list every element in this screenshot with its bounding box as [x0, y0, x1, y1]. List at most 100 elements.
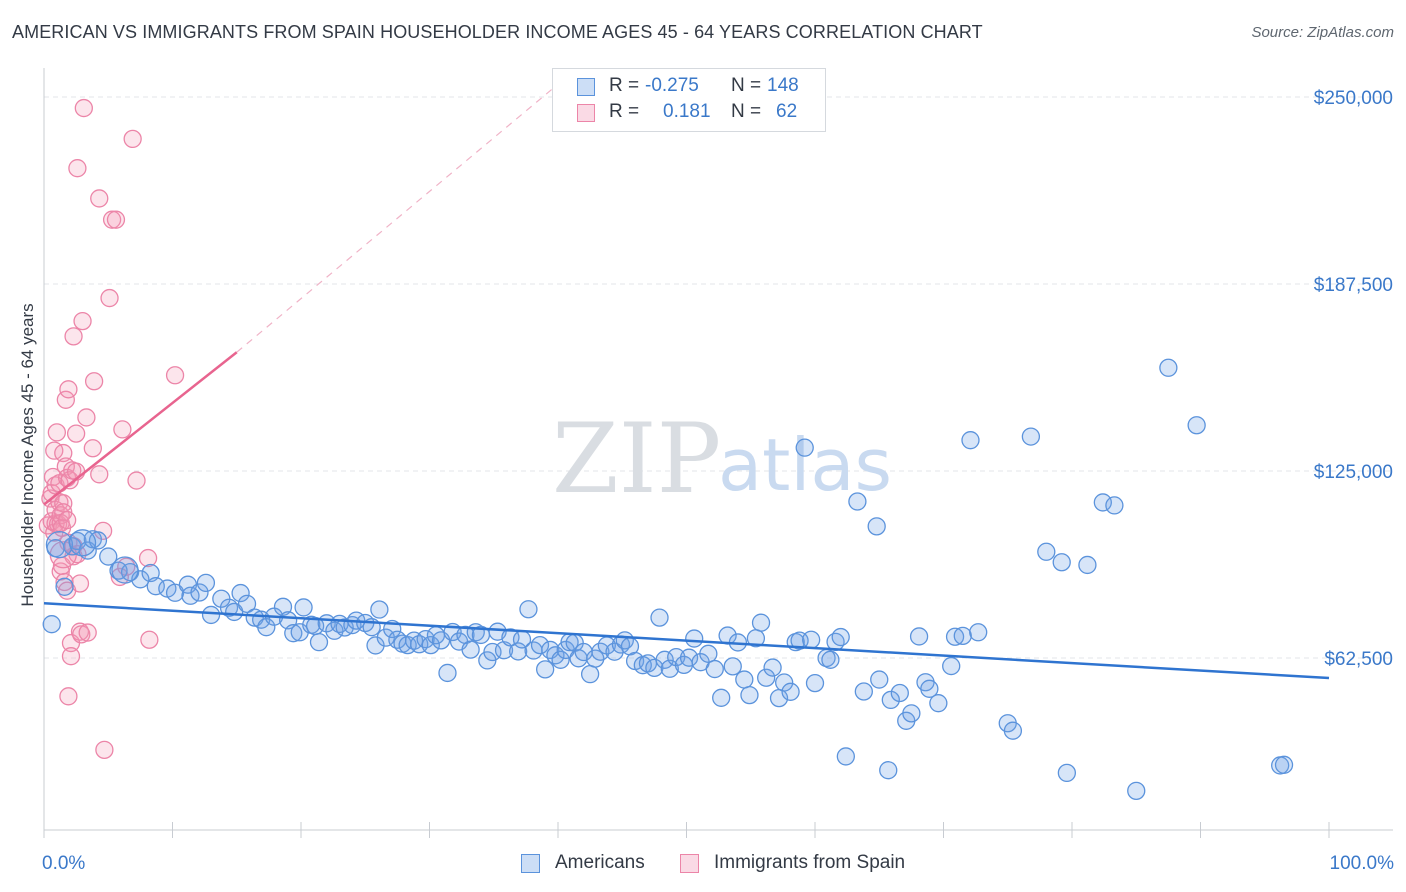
- point-immigrants-from-spain: [73, 311, 92, 331]
- point-immigrants-from-spain: [64, 327, 83, 346]
- point-americans: [879, 761, 898, 780]
- legend-label-immigrants-from-spain: Immigrants from Spain: [714, 852, 906, 873]
- gridlines: [44, 96, 1393, 659]
- point-immigrants-from-spain: [54, 443, 73, 463]
- point-americans-large: [45, 530, 74, 559]
- point-americans: [580, 665, 600, 684]
- point-americans: [781, 682, 800, 701]
- point-immigrants-from-spain: [66, 424, 86, 443]
- point-americans: [801, 630, 821, 649]
- point-immigrants-from-spain: [83, 439, 102, 458]
- x-tick-label-min: 0.0%: [42, 853, 85, 874]
- point-immigrants-from-spain: [77, 408, 96, 427]
- point-americans: [231, 583, 250, 603]
- point-americans: [712, 688, 731, 707]
- point-immigrants-from-spain: [100, 288, 119, 308]
- point-americans: [763, 658, 782, 677]
- point-americans: [551, 650, 570, 669]
- point-americans: [902, 704, 921, 723]
- point-immigrants-from-spain: [140, 630, 159, 649]
- legend-swatch-immigrants-from-spain: [680, 854, 699, 873]
- point-americans: [909, 627, 929, 646]
- series-americans: [42, 358, 1294, 800]
- point-americans: [679, 648, 699, 667]
- legend-swatch-immigrants-from-spain: [577, 104, 595, 122]
- point-americans: [650, 608, 669, 627]
- point-americans: [201, 605, 221, 625]
- point-americans: [1052, 553, 1071, 572]
- y-axis-label: Householder Income Ages 45 - 64 years: [18, 303, 37, 606]
- point-americans: [421, 635, 440, 655]
- point-americans: [969, 623, 988, 642]
- point-americans: [945, 627, 965, 646]
- point-americans: [294, 598, 313, 617]
- point-americans: [929, 694, 948, 713]
- y-tick-label: $187,500: [1314, 275, 1393, 296]
- point-immigrants-from-spain: [95, 740, 114, 760]
- series-legend: Americans Immigrants from Spain: [0, 852, 1406, 878]
- point-americans: [225, 602, 244, 622]
- point-americans: [699, 644, 718, 663]
- point-americans: [237, 594, 257, 613]
- point-immigrants-from-spain: [127, 471, 146, 490]
- point-americans: [942, 656, 961, 676]
- r-label: R =: [609, 101, 640, 122]
- r-value: -0.275: [645, 75, 699, 96]
- point-americans: [438, 663, 457, 683]
- n-label: N =: [731, 75, 762, 96]
- point-immigrants-from-spain: [72, 625, 91, 644]
- point-americans: [483, 642, 502, 662]
- point-americans: [120, 562, 140, 582]
- point-americans: [1187, 416, 1206, 435]
- point-immigrants-from-spain: [90, 189, 109, 208]
- point-americans: [1021, 427, 1041, 446]
- trend-line-extension-immigrants-from-spain: [236, 79, 564, 353]
- point-americans: [99, 547, 118, 566]
- point-americans: [273, 597, 293, 616]
- point-immigrants-from-spain: [47, 423, 66, 442]
- point-americans: [953, 626, 972, 646]
- chart-title: AMERICAN VS IMMIGRANTS FROM SPAIN HOUSEH…: [12, 22, 983, 42]
- point-immigrants-from-spain: [90, 465, 109, 484]
- legend-label-americans: Americans: [555, 852, 645, 873]
- point-americans: [751, 613, 771, 632]
- point-americans: [1159, 358, 1178, 377]
- legend-swatch-americans: [577, 78, 595, 96]
- point-americans: [42, 615, 61, 634]
- point-immigrants-from-spain: [59, 687, 78, 706]
- y-tick-label: $62,500: [1324, 649, 1393, 670]
- r-label: R =: [609, 75, 640, 96]
- point-americans: [109, 561, 128, 580]
- watermark-atlas: atlas: [718, 423, 892, 507]
- point-americans: [284, 624, 303, 643]
- n-value: 62: [776, 101, 798, 122]
- point-americans: [961, 431, 980, 450]
- point-immigrants-from-spain: [102, 210, 122, 229]
- point-americans: [536, 660, 555, 679]
- point-americans: [1127, 781, 1146, 800]
- point-americans: [501, 628, 520, 647]
- point-americans: [740, 685, 759, 705]
- point-immigrants-from-spain: [61, 647, 81, 666]
- point-americans: [660, 659, 679, 678]
- point-americans: [805, 673, 825, 693]
- axes: [43, 68, 1393, 838]
- point-immigrants-from-spain: [57, 510, 77, 530]
- point-immigrants-from-spain: [78, 623, 97, 642]
- watermark-zip: ZIP: [552, 403, 721, 515]
- point-americans: [757, 668, 776, 687]
- stats-legend: R = -0.275 N = 148 R = 0.181 N = 62: [552, 68, 826, 132]
- point-americans: [848, 492, 867, 511]
- point-americans: [1274, 755, 1294, 774]
- point-americans: [509, 642, 528, 661]
- point-immigrants-from-spain: [84, 372, 104, 391]
- point-americans: [854, 682, 873, 701]
- point-americans: [735, 670, 754, 689]
- legend-swatch-americans: [521, 854, 540, 873]
- point-americans-large: [111, 556, 139, 584]
- point-americans: [165, 583, 185, 602]
- x-tick-label-max: 100.0%: [1330, 853, 1395, 874]
- point-americans: [370, 600, 389, 619]
- point-americans: [723, 657, 742, 676]
- point-americans: [867, 517, 886, 536]
